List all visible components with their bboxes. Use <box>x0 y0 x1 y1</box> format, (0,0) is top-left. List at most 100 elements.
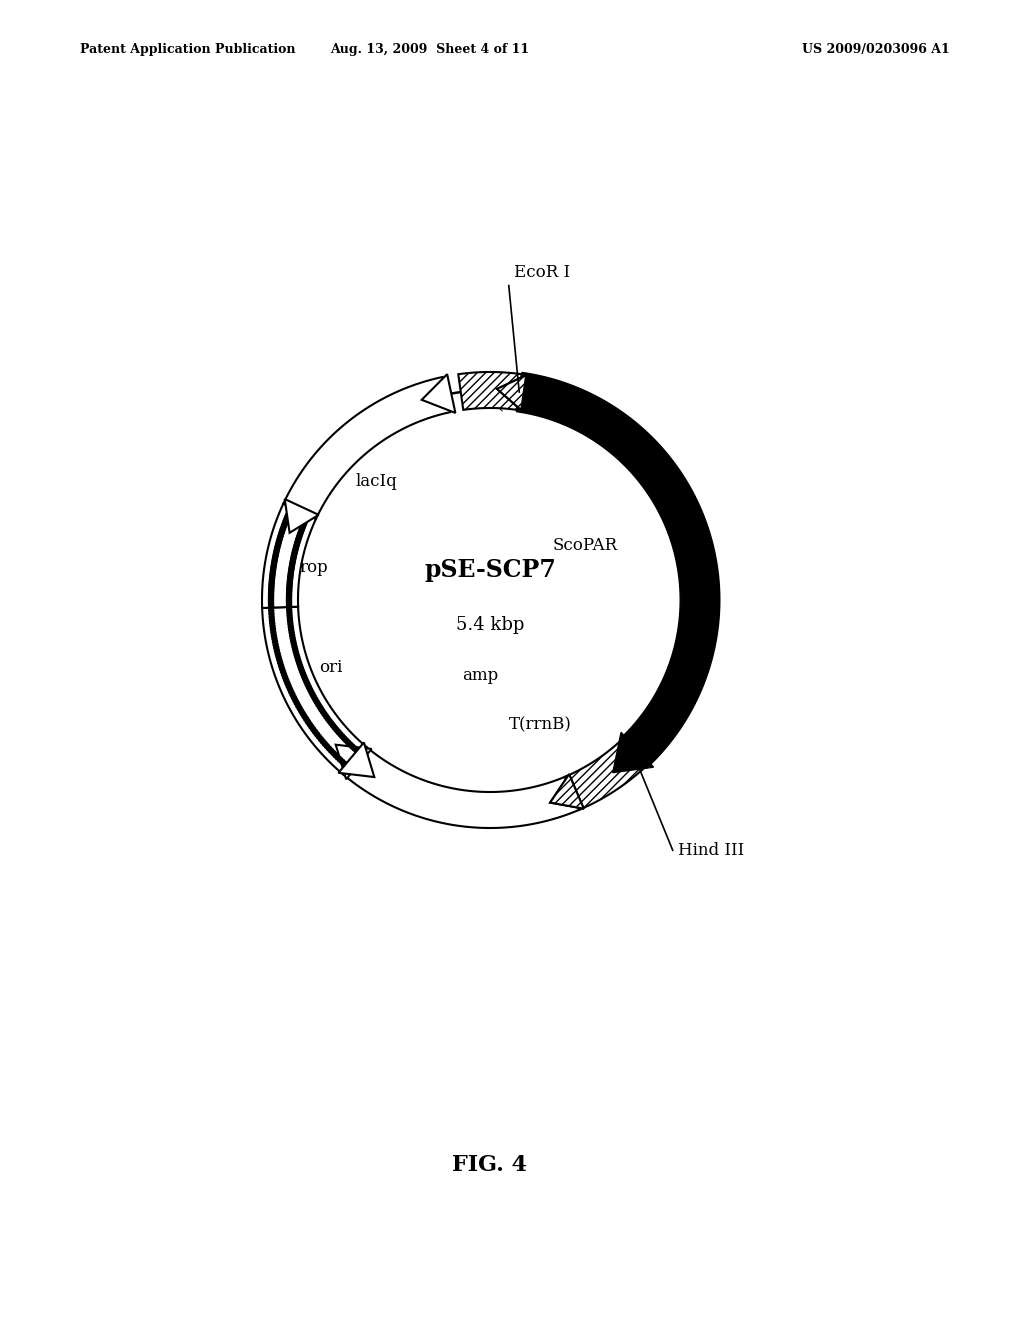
Circle shape <box>299 709 304 714</box>
Circle shape <box>274 648 280 653</box>
Circle shape <box>280 529 285 535</box>
Circle shape <box>326 717 330 721</box>
Circle shape <box>271 560 276 565</box>
Circle shape <box>289 507 293 512</box>
Polygon shape <box>497 375 526 411</box>
Circle shape <box>321 739 326 744</box>
Circle shape <box>281 524 286 529</box>
Circle shape <box>303 677 307 681</box>
Circle shape <box>284 517 289 523</box>
Circle shape <box>301 521 306 527</box>
Text: P(trc): P(trc) <box>485 396 535 413</box>
Circle shape <box>268 590 273 594</box>
Polygon shape <box>284 378 451 519</box>
Circle shape <box>294 543 299 548</box>
Circle shape <box>283 520 288 524</box>
Circle shape <box>287 510 292 515</box>
Circle shape <box>269 581 274 586</box>
Text: Hind III: Hind III <box>678 842 744 859</box>
Circle shape <box>289 566 294 572</box>
Circle shape <box>270 624 275 628</box>
Circle shape <box>287 599 292 605</box>
Circle shape <box>313 697 317 702</box>
Circle shape <box>268 605 273 610</box>
Circle shape <box>303 519 307 524</box>
Circle shape <box>305 681 310 686</box>
Circle shape <box>288 686 293 692</box>
Circle shape <box>268 597 273 602</box>
Circle shape <box>296 539 300 543</box>
Circle shape <box>344 763 349 768</box>
Circle shape <box>297 535 301 540</box>
Text: EcoR I: EcoR I <box>514 264 570 281</box>
Circle shape <box>304 516 309 520</box>
Circle shape <box>290 632 295 638</box>
Circle shape <box>270 570 275 576</box>
Circle shape <box>309 689 313 694</box>
Circle shape <box>310 692 315 697</box>
Circle shape <box>325 743 330 748</box>
Circle shape <box>269 585 273 589</box>
Circle shape <box>332 725 337 730</box>
Circle shape <box>314 731 319 737</box>
Circle shape <box>309 725 314 729</box>
Circle shape <box>342 762 347 766</box>
Circle shape <box>285 515 290 520</box>
Circle shape <box>271 630 275 635</box>
Circle shape <box>289 565 294 569</box>
Circle shape <box>287 585 292 590</box>
Circle shape <box>289 624 293 630</box>
Circle shape <box>287 598 292 603</box>
Circle shape <box>271 565 275 570</box>
Text: Patent Application Publication: Patent Application Publication <box>80 44 296 57</box>
Circle shape <box>300 711 305 717</box>
Circle shape <box>296 704 301 708</box>
Circle shape <box>298 531 303 536</box>
Circle shape <box>287 591 292 597</box>
Circle shape <box>269 586 273 591</box>
Circle shape <box>273 642 279 647</box>
Circle shape <box>278 536 283 541</box>
Circle shape <box>275 543 281 548</box>
Circle shape <box>295 541 300 546</box>
Circle shape <box>292 552 297 557</box>
Circle shape <box>273 549 279 554</box>
Circle shape <box>305 513 309 519</box>
Circle shape <box>276 540 282 544</box>
Text: rop: rop <box>300 560 329 577</box>
Circle shape <box>268 593 273 598</box>
Circle shape <box>276 655 281 659</box>
Text: T(rrnB): T(rrnB) <box>509 717 571 734</box>
Circle shape <box>269 614 274 619</box>
Circle shape <box>306 684 311 689</box>
Circle shape <box>269 579 274 583</box>
Circle shape <box>272 636 276 642</box>
Circle shape <box>283 521 288 527</box>
Polygon shape <box>497 375 526 411</box>
Circle shape <box>272 639 278 644</box>
Circle shape <box>290 636 295 640</box>
Circle shape <box>273 552 279 556</box>
Polygon shape <box>612 733 653 772</box>
Circle shape <box>286 513 291 517</box>
Circle shape <box>280 528 285 533</box>
Circle shape <box>279 533 284 537</box>
Circle shape <box>298 663 302 668</box>
Circle shape <box>288 577 293 582</box>
Circle shape <box>295 655 300 660</box>
Circle shape <box>340 759 345 764</box>
Circle shape <box>324 714 329 719</box>
Circle shape <box>281 525 286 531</box>
Text: lacIq: lacIq <box>356 474 397 490</box>
Circle shape <box>282 672 287 677</box>
Circle shape <box>269 620 274 626</box>
Circle shape <box>269 574 274 578</box>
Circle shape <box>270 569 275 573</box>
Circle shape <box>294 701 299 705</box>
Circle shape <box>356 750 361 755</box>
Circle shape <box>288 579 293 583</box>
Circle shape <box>291 642 296 647</box>
Circle shape <box>292 694 296 700</box>
Circle shape <box>279 663 284 668</box>
Circle shape <box>275 544 280 549</box>
